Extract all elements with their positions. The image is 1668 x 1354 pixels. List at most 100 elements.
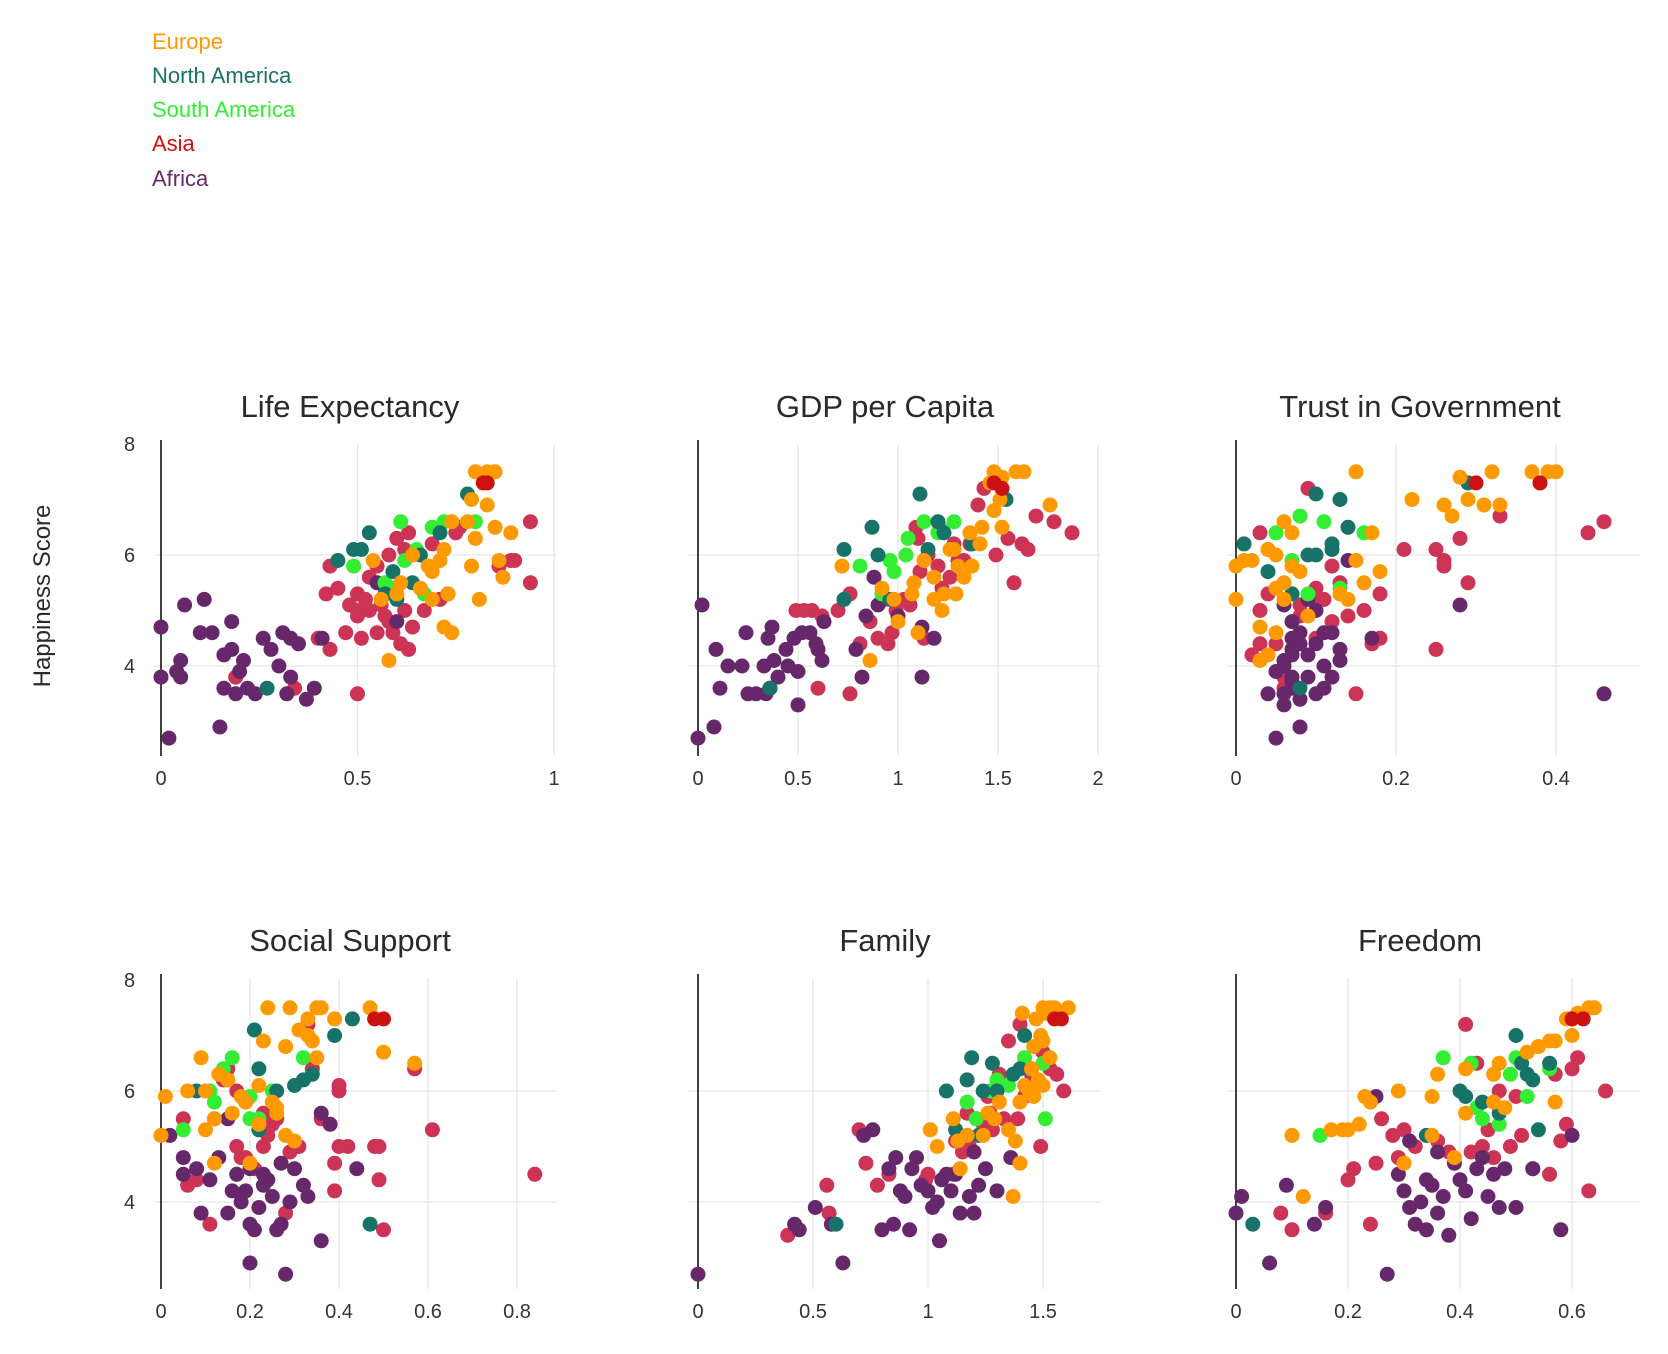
data-point-africa[interactable]	[1316, 658, 1332, 674]
data-point[interactable]	[371, 1172, 387, 1188]
data-point[interactable]	[1463, 1144, 1479, 1160]
data-point-europe[interactable]	[906, 575, 922, 591]
data-point-africa[interactable]	[1402, 1200, 1418, 1215]
data-point-europe[interactable]	[467, 464, 483, 480]
data-point-europe[interactable]	[180, 1083, 196, 1099]
data-point-europe[interactable]	[1276, 514, 1292, 530]
data-point[interactable]	[1340, 608, 1356, 624]
data-point-europe[interactable]	[300, 1011, 316, 1027]
data-point-africa[interactable]	[287, 1161, 302, 1177]
data-point-africa[interactable]	[224, 641, 240, 657]
data-point-europe[interactable]	[1340, 591, 1356, 607]
data-point[interactable]	[1020, 542, 1036, 557]
legend-africa[interactable]: Africa	[152, 166, 209, 191]
data-point-africa[interactable]	[1276, 653, 1292, 668]
data-point-africa[interactable]	[778, 641, 794, 657]
data-point-africa[interactable]	[848, 641, 864, 657]
data-point-africa[interactable]	[306, 680, 322, 696]
data-point-africa[interactable]	[1306, 1216, 1322, 1232]
data-point-africa[interactable]	[1441, 1227, 1457, 1243]
data-point-africa[interactable]	[902, 1222, 918, 1238]
data-point-europe[interactable]	[1492, 497, 1508, 513]
data-point-south-america[interactable]	[946, 514, 962, 530]
data-point[interactable]	[1324, 558, 1340, 574]
legend-north-america[interactable]: North America	[152, 63, 292, 88]
data-point-europe[interactable]	[1372, 564, 1388, 580]
data-point-europe[interactable]	[1030, 1072, 1046, 1088]
data-point[interactable]	[322, 641, 338, 657]
data-point-africa[interactable]	[961, 1189, 977, 1204]
data-point-north-america[interactable]	[964, 1050, 980, 1066]
data-point-south-america[interactable]	[346, 558, 362, 574]
data-point[interactable]	[1368, 1155, 1384, 1171]
data-point-africa[interactable]	[734, 658, 750, 674]
data-point-europe[interactable]	[198, 1083, 213, 1099]
data-point-africa[interactable]	[780, 658, 796, 674]
data-point-africa[interactable]	[791, 1222, 807, 1238]
data-point-south-america[interactable]	[1316, 514, 1332, 530]
data-point-europe[interactable]	[327, 1011, 343, 1027]
data-point-africa[interactable]	[279, 686, 295, 702]
data-point-europe[interactable]	[1404, 492, 1420, 507]
data-point-europe[interactable]	[1268, 547, 1284, 563]
data-point-europe[interactable]	[206, 1155, 222, 1171]
data-point-europe[interactable]	[962, 525, 978, 541]
data-point-europe[interactable]	[405, 547, 420, 563]
data-point-europe[interactable]	[304, 1033, 320, 1049]
data-point-europe[interactable]	[934, 603, 950, 618]
data-point-europe[interactable]	[251, 1116, 267, 1132]
data-point-south-america[interactable]	[900, 530, 916, 546]
data-point[interactable]	[858, 1155, 874, 1171]
data-point-europe[interactable]	[313, 1000, 329, 1016]
data-point-europe[interactable]	[1364, 525, 1380, 541]
data-point-africa[interactable]	[1292, 691, 1308, 707]
data-point[interactable]	[331, 1139, 347, 1154]
data-point-africa[interactable]	[690, 1266, 706, 1282]
data-point[interactable]	[381, 547, 397, 563]
data-point-africa[interactable]	[238, 1183, 254, 1199]
data-point-europe[interactable]	[251, 1078, 267, 1093]
data-point-europe[interactable]	[834, 558, 850, 574]
data-point-north-america[interactable]	[864, 519, 880, 535]
data-point[interactable]	[424, 1122, 440, 1138]
data-point-europe[interactable]	[1491, 1055, 1507, 1071]
data-point-north-america[interactable]	[287, 1078, 302, 1093]
data-point-europe[interactable]	[1530, 1039, 1546, 1055]
data-point-africa[interactable]	[322, 1116, 338, 1132]
data-point-europe[interactable]	[1012, 1155, 1028, 1171]
data-point[interactable]	[988, 547, 1004, 563]
data-point-asia[interactable]	[1532, 475, 1548, 491]
data-point-europe[interactable]	[1548, 464, 1564, 480]
data-point-africa[interactable]	[246, 1222, 262, 1238]
data-point-europe[interactable]	[309, 1050, 325, 1066]
data-point-africa[interactable]	[255, 1166, 271, 1182]
data-point-asia[interactable]	[1575, 1011, 1591, 1027]
data-point-europe[interactable]	[464, 492, 479, 507]
data-point-europe[interactable]	[1252, 653, 1268, 668]
data-point-north-america[interactable]	[1458, 1089, 1474, 1104]
data-point-europe[interactable]	[974, 519, 990, 535]
data-point[interactable]	[353, 630, 369, 646]
data-point[interactable]	[1252, 525, 1268, 541]
data-point-europe[interactable]	[373, 591, 389, 607]
data-point-europe[interactable]	[278, 1039, 294, 1055]
data-point[interactable]	[318, 586, 334, 602]
data-point-asia[interactable]	[475, 475, 491, 491]
data-point-europe[interactable]	[1497, 1100, 1513, 1116]
data-point[interactable]	[1046, 514, 1062, 530]
data-point-europe[interactable]	[471, 591, 487, 607]
data-point-africa[interactable]	[1260, 686, 1276, 702]
data-point-africa[interactable]	[943, 1183, 959, 1199]
data-point[interactable]	[1001, 1033, 1016, 1049]
data-point-europe[interactable]	[287, 1133, 302, 1149]
data-point-europe[interactable]	[157, 1089, 173, 1104]
data-point-africa[interactable]	[738, 625, 754, 641]
data-point[interactable]	[1273, 1205, 1289, 1221]
data-point-africa[interactable]	[263, 641, 279, 657]
data-point-africa[interactable]	[1379, 1266, 1395, 1282]
data-point-north-america[interactable]	[246, 1022, 262, 1038]
data-point-europe[interactable]	[1016, 464, 1032, 480]
data-point-south-america[interactable]	[1268, 525, 1284, 541]
data-point[interactable]	[202, 1216, 218, 1232]
data-point-europe[interactable]	[1458, 1061, 1474, 1077]
